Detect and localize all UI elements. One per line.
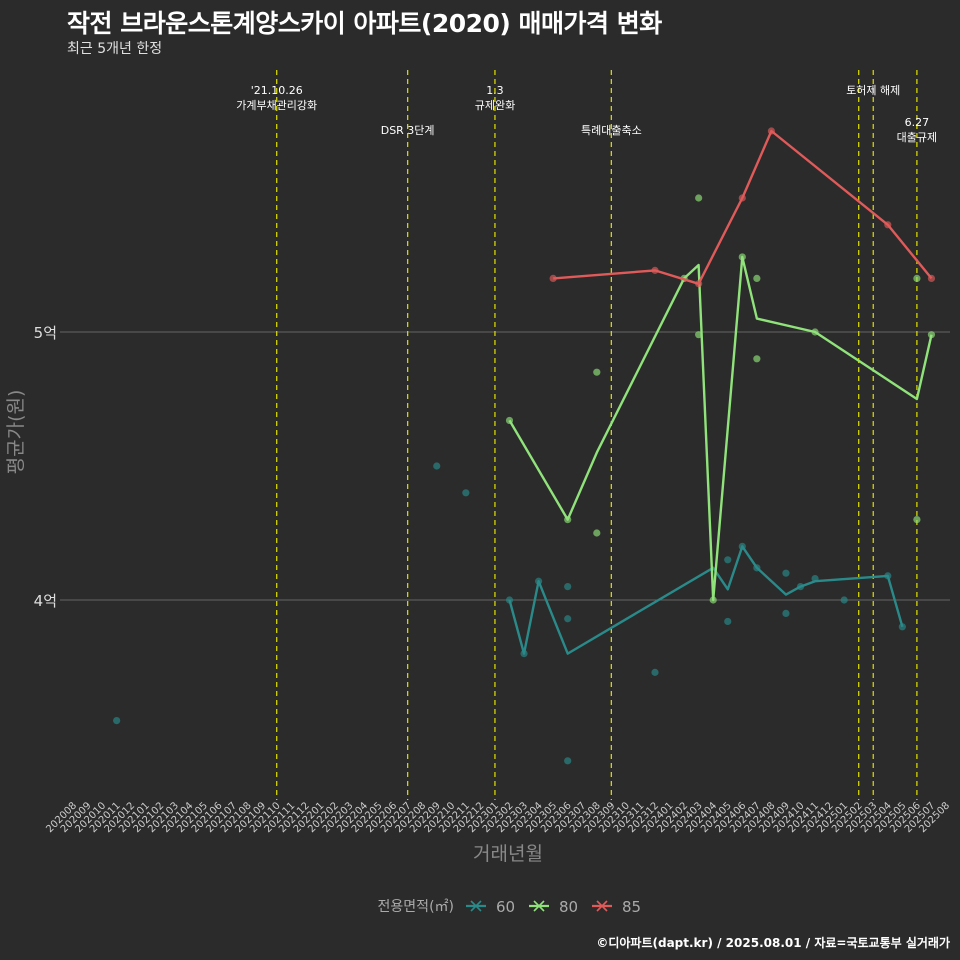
x-axis-label: 거래년월 <box>473 843 543 865</box>
y-tick-label: 5억 <box>34 324 57 342</box>
point-s60 <box>651 668 659 676</box>
point-s60 <box>782 609 790 618</box>
legend-title: 전용면적(㎡) <box>378 899 454 915</box>
point-s60 <box>564 615 572 623</box>
legend-x-s60 <box>470 900 482 912</box>
legend: 전용면적(㎡) 60 80 85 <box>378 898 642 916</box>
point-s80 <box>913 274 921 282</box>
event-label: DSR 3단계 <box>381 124 435 137</box>
point-s60 <box>113 717 121 725</box>
point-s60 <box>564 757 572 765</box>
legend-x-s85 <box>596 900 608 912</box>
y-axis-label: 평균가(원) <box>5 390 27 475</box>
event-label: 토허제 해제 <box>846 83 900 97</box>
chart-subtitle: 최근 5개년 한정 <box>67 41 163 57</box>
point-s80 <box>927 331 936 339</box>
line-s60 <box>508 545 904 655</box>
point-s85 <box>549 274 557 282</box>
event-label: 규제완화 <box>475 99 515 112</box>
point-s60 <box>462 489 470 497</box>
point-s60 <box>724 617 732 626</box>
point-s80 <box>695 194 703 202</box>
event-label: 특례대출축소 <box>581 124 642 137</box>
event-label: 1.3 <box>486 84 504 97</box>
legend-label-s60: 60 <box>496 898 515 916</box>
point-s60 <box>433 462 441 470</box>
point-s60 <box>840 596 848 604</box>
event-label: 가계부채관리강화 <box>236 99 317 112</box>
event-label: 대출규제 <box>897 131 937 144</box>
line-s85 <box>553 129 933 285</box>
line-s80 <box>508 255 933 602</box>
point-s80 <box>753 274 761 282</box>
point-s60 <box>564 583 572 591</box>
series-layer <box>113 127 936 765</box>
x-axis: 2020082020092020102020112020122021012021… <box>44 800 952 865</box>
event-label: '21.10.26 <box>251 84 303 97</box>
grid-layer <box>60 331 950 601</box>
point-s80 <box>753 355 761 363</box>
point-s60 <box>782 569 790 577</box>
event-label: 6.27 <box>905 116 930 129</box>
point-s80 <box>913 516 921 524</box>
chart-title: 작전 브라운스톤계양스카이 아파트(2020) 매매가격 변화 <box>67 9 662 38</box>
source-caption: ©디아파트(dapt.kr) / 2025.08.01 / 자료=국토교통부 실… <box>596 936 950 950</box>
legend-label-s80: 80 <box>559 898 578 916</box>
y-tick-label: 4억 <box>34 592 57 610</box>
point-s60 <box>724 556 732 564</box>
legend-label-s85: 85 <box>622 898 641 916</box>
legend-x-s80 <box>533 900 545 912</box>
point-s80 <box>593 368 601 376</box>
point-s80 <box>593 529 601 537</box>
